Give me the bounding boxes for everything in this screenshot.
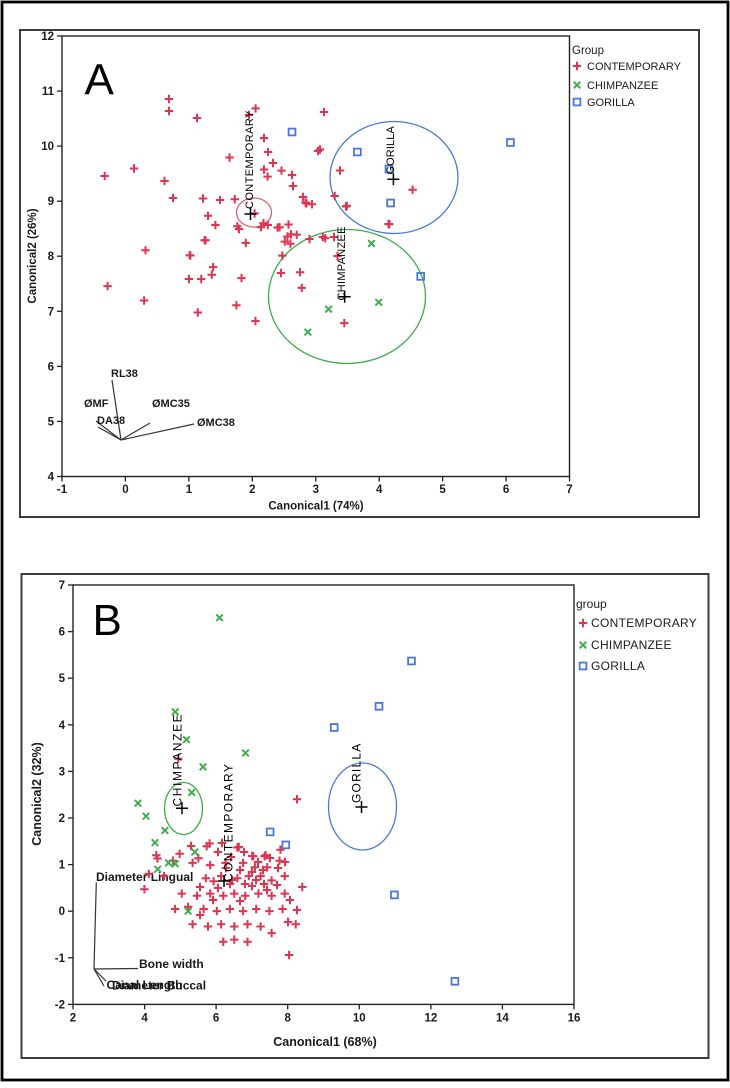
svg-text:8: 8 <box>48 251 55 263</box>
svg-text:10: 10 <box>353 1012 366 1024</box>
svg-text:7: 7 <box>48 306 54 318</box>
svg-text:5: 5 <box>439 484 446 496</box>
svg-text:14: 14 <box>496 1012 509 1024</box>
svg-text:7: 7 <box>59 580 65 592</box>
svg-text:6: 6 <box>213 1012 219 1024</box>
svg-text:Diameter Buccal: Diameter Buccal <box>112 979 206 993</box>
svg-text:GORILLA: GORILLA <box>591 659 645 673</box>
svg-text:Canal Length: Canal Length <box>107 978 183 992</box>
svg-text:CHIMPANZEE: CHIMPANZEE <box>336 226 348 300</box>
svg-text:ØMC35: ØMC35 <box>152 398 190 410</box>
svg-text:4: 4 <box>376 484 383 496</box>
svg-text:CONTEMPORARY: CONTEMPORARY <box>221 763 235 882</box>
svg-text:RL38: RL38 <box>111 368 138 380</box>
svg-text:2: 2 <box>70 1012 76 1024</box>
svg-text:CHIMPANZEE: CHIMPANZEE <box>171 713 185 807</box>
svg-text:7: 7 <box>566 484 572 496</box>
svg-text:2: 2 <box>59 813 65 825</box>
svg-text:GORILLA: GORILLA <box>350 743 364 803</box>
svg-text:3: 3 <box>313 484 319 496</box>
svg-text:11: 11 <box>42 86 55 98</box>
svg-text:16: 16 <box>568 1012 581 1024</box>
svg-text:5: 5 <box>59 673 66 685</box>
svg-text:12: 12 <box>41 31 54 43</box>
svg-text:GORILLA: GORILLA <box>385 126 397 175</box>
svg-text:4: 4 <box>141 1012 148 1024</box>
svg-text:Diameter Lingual: Diameter Lingual <box>96 870 193 884</box>
svg-text:-1: -1 <box>55 953 66 965</box>
svg-text:Bone width: Bone width <box>139 957 204 971</box>
svg-text:6: 6 <box>48 361 54 373</box>
svg-text:0: 0 <box>122 484 128 496</box>
svg-text:CHIMPANZEE: CHIMPANZEE <box>591 638 672 652</box>
svg-text:Group: Group <box>572 45 604 57</box>
svg-text:CHIMPANZEE: CHIMPANZEE <box>587 80 658 92</box>
svg-text:ØMF: ØMF <box>84 398 109 410</box>
svg-text:12: 12 <box>425 1012 438 1024</box>
svg-text:B: B <box>93 596 122 645</box>
svg-text:6: 6 <box>59 627 65 639</box>
svg-text:-1: -1 <box>57 484 68 496</box>
svg-text:1: 1 <box>186 484 193 496</box>
svg-text:4: 4 <box>59 720 66 732</box>
svg-text:Canonical1 (74%): Canonical1 (74%) <box>268 501 363 513</box>
svg-text:A: A <box>85 56 115 105</box>
svg-text:Canonical2 (32%): Canonical2 (32%) <box>30 742 44 846</box>
svg-text:ØMC38: ØMC38 <box>197 417 235 429</box>
svg-text:CONTEMPORARY: CONTEMPORARY <box>591 616 697 630</box>
svg-text:6: 6 <box>503 484 509 496</box>
svg-text:CONTEMPORARY: CONTEMPORARY <box>244 110 256 209</box>
svg-text:9: 9 <box>48 196 54 208</box>
svg-text:3: 3 <box>59 766 65 778</box>
svg-text:-2: -2 <box>55 999 65 1011</box>
svg-text:4: 4 <box>48 472 55 484</box>
svg-text:5: 5 <box>48 416 55 428</box>
svg-text:group: group <box>576 597 607 611</box>
svg-text:10: 10 <box>41 141 54 153</box>
svg-text:DA38: DA38 <box>97 415 125 427</box>
svg-text:8: 8 <box>284 1012 291 1024</box>
svg-text:Canonical2 (26%): Canonical2 (26%) <box>27 208 39 303</box>
svg-text:1: 1 <box>59 860 66 872</box>
svg-text:GORILLA: GORILLA <box>587 97 635 109</box>
svg-text:0: 0 <box>59 906 65 918</box>
svg-text:2: 2 <box>249 484 255 496</box>
svg-text:Canonical1 (68%): Canonical1 (68%) <box>273 1035 377 1049</box>
svg-text:CONTEMPORARY: CONTEMPORARY <box>587 61 682 73</box>
